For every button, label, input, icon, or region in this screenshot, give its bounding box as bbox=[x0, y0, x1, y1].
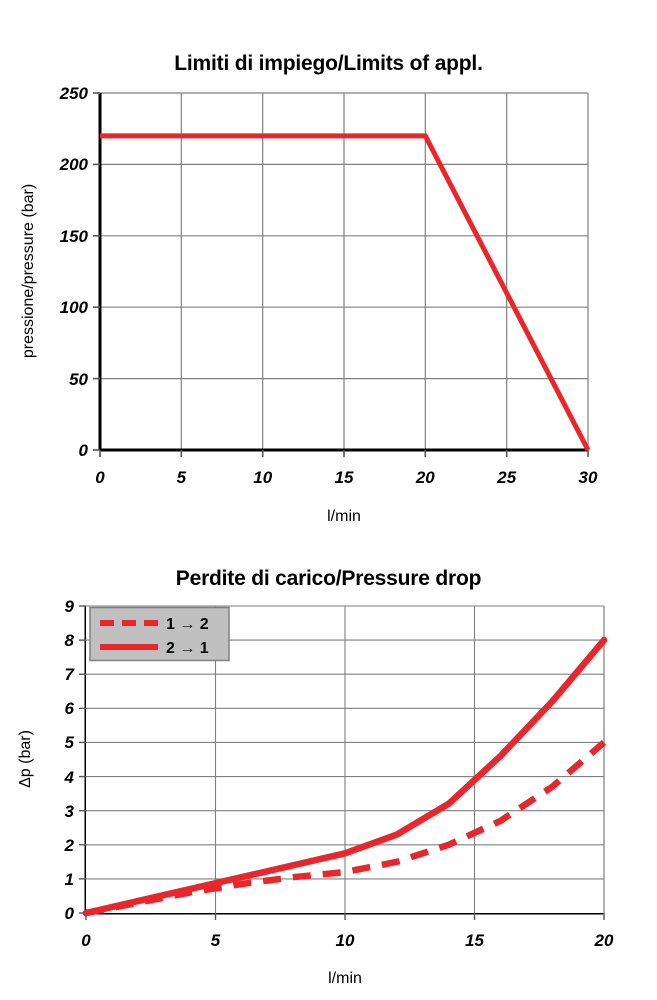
chart1-x-tickmarks bbox=[99, 450, 589, 457]
chart2-x-axis-label: l/min bbox=[328, 970, 362, 987]
chart1-vertical-gridlines bbox=[180, 93, 589, 450]
chart1-xtick-5: 5 bbox=[177, 468, 187, 487]
chart2-line-2-to-1 bbox=[82, 636, 608, 917]
chart1-series-limit-curve bbox=[100, 133, 591, 452]
chart1-y-axis-label: pressione/pressure (bar) bbox=[20, 184, 37, 358]
chart2-y-axis-label: Δp (bar) bbox=[17, 730, 34, 788]
legend-label-2-to-1: 2 → 1 bbox=[166, 640, 209, 657]
chart-pressure-drop: Perdite di carico/Pressure drop bbox=[0, 545, 657, 1000]
chart2-final-gridlines bbox=[86, 605, 605, 913]
chart2-xtick-10: 10 bbox=[336, 931, 355, 950]
chart2-ytick-0: 0 bbox=[65, 904, 75, 923]
chart1-ytick-200: 200 bbox=[59, 155, 89, 174]
chart2-xtick-0: 0 bbox=[81, 931, 91, 950]
chart1-x-axis-label: l/min bbox=[327, 508, 361, 525]
chart2-ytick-3: 3 bbox=[65, 802, 75, 821]
chart2-xtick-5: 5 bbox=[211, 931, 221, 950]
chart1-ytick-0: 0 bbox=[79, 441, 89, 460]
chart1-y-tickmarks bbox=[93, 92, 100, 451]
chart2-ytick-8: 8 bbox=[65, 631, 75, 650]
legend-label-1-to-2: 1 → 2 bbox=[166, 616, 209, 633]
chart2-ytick-9: 9 bbox=[65, 597, 75, 616]
legend-background bbox=[89, 606, 230, 662]
chart1-title: Limiti di impiego/Limits of appl. bbox=[174, 52, 483, 75]
chart1-ytick-250: 250 bbox=[59, 84, 89, 103]
chart1-xtick-20: 20 bbox=[415, 468, 435, 487]
chart1-xtick-10: 10 bbox=[253, 468, 272, 487]
chart2-x-tickmarks bbox=[85, 913, 605, 920]
chart1-ytick-100: 100 bbox=[60, 298, 89, 317]
chart2-title: Perdite di carico/Pressure drop bbox=[175, 567, 482, 590]
chart2-legend: 1 → 2 2 → 1 bbox=[89, 606, 230, 662]
chart1-xtick-30: 30 bbox=[579, 468, 598, 487]
chart2-ytick-5: 5 bbox=[65, 733, 75, 752]
chart1-xtick-0: 0 bbox=[95, 468, 105, 487]
chart2-final-layer: 1 → 2 2 → 1 bbox=[82, 605, 608, 917]
chart2-ytick-1: 1 bbox=[65, 870, 74, 889]
chart1-ytick-150: 150 bbox=[60, 227, 89, 246]
chart-limits-of-application: Limiti di impiego/Limits of appl. bbox=[20, 52, 598, 525]
chart2-ytick-2: 2 bbox=[64, 836, 75, 855]
chart1-xtick-15: 15 bbox=[335, 468, 354, 487]
chart2-xtick-20: 20 bbox=[594, 931, 614, 950]
chart2-xtick-15: 15 bbox=[465, 931, 484, 950]
chart1-xtick-25: 25 bbox=[496, 468, 516, 487]
chart2-ytick-4: 4 bbox=[64, 768, 75, 787]
chart2-ytick-7: 7 bbox=[65, 665, 76, 684]
chart1-plot: 250 200 150 100 50 0 0 5 10 15 20 25 30 … bbox=[20, 84, 598, 525]
chart1-ytick-50: 50 bbox=[69, 370, 88, 389]
chart2-ytick-6: 6 bbox=[65, 699, 75, 718]
